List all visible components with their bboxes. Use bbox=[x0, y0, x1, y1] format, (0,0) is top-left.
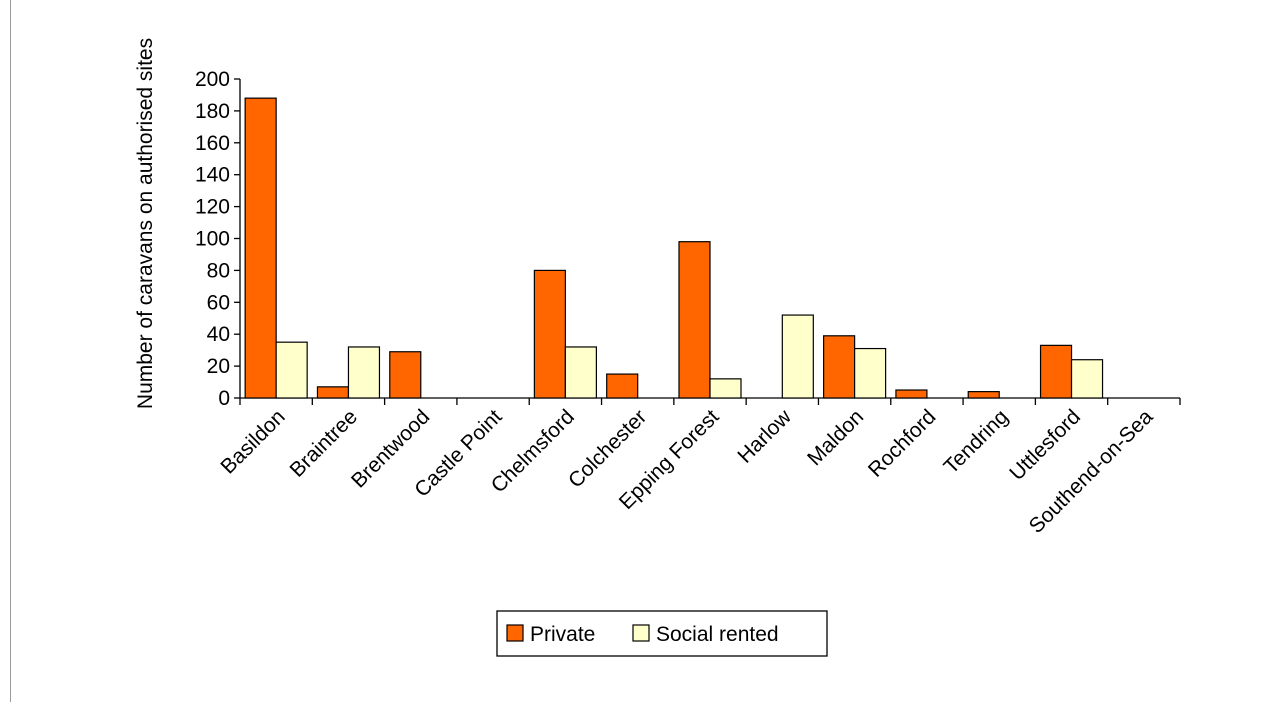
y-tick-label: 0 bbox=[218, 387, 230, 410]
y-tick-label: 40 bbox=[207, 323, 230, 346]
bar-private bbox=[823, 335, 856, 399]
left-border-line bbox=[10, 0, 11, 702]
bar-social-rented bbox=[781, 314, 814, 399]
bar-social-rented bbox=[709, 378, 742, 399]
legend-swatch bbox=[632, 624, 650, 642]
y-tick-label: 20 bbox=[207, 355, 230, 378]
bar-private bbox=[895, 389, 928, 399]
x-tick-label: Southend-on-Sea bbox=[1025, 405, 1158, 538]
y-tick-label: 180 bbox=[195, 100, 230, 123]
bar-private bbox=[533, 269, 566, 399]
bars bbox=[244, 97, 1104, 399]
legend-box bbox=[496, 610, 828, 657]
y-tick-label: 140 bbox=[195, 164, 230, 187]
y-tick-label: 60 bbox=[207, 291, 230, 314]
bar-private bbox=[1039, 344, 1073, 399]
y-tick-label: 120 bbox=[195, 196, 230, 219]
x-tick-label: Maldon bbox=[803, 405, 868, 470]
bar-private bbox=[606, 373, 639, 399]
bar-private bbox=[967, 391, 1000, 399]
y-tick-label: 200 bbox=[195, 68, 230, 91]
x-tick-label: Tendring bbox=[940, 405, 1013, 478]
x-tick-label: Harlow bbox=[733, 405, 796, 468]
y-tick-label: 160 bbox=[195, 132, 230, 155]
legend-label: Private bbox=[530, 623, 595, 646]
x-tick-label: Braintree bbox=[285, 405, 362, 482]
bar-private bbox=[678, 241, 711, 399]
legend-label: Social rented bbox=[656, 623, 779, 646]
bar-private bbox=[389, 351, 422, 399]
bar-social-rented bbox=[1070, 359, 1104, 399]
bar-private bbox=[316, 386, 350, 399]
y-axis: 0 20 40 60 80 100 120 140 160 180 200 bbox=[195, 68, 241, 410]
x-tick-label: Rochford bbox=[864, 405, 941, 482]
legend: Private Social rented bbox=[496, 610, 828, 657]
y-axis-title: Number of caravans on authorised sites bbox=[134, 38, 157, 409]
bar-social-rented bbox=[854, 347, 887, 399]
bar-private bbox=[244, 97, 277, 399]
bar-social-rented bbox=[275, 341, 308, 399]
bar-social-rented bbox=[564, 346, 597, 399]
bar-social-rented bbox=[347, 346, 381, 399]
y-tick-label: 80 bbox=[207, 259, 230, 282]
y-tick-label: 100 bbox=[195, 228, 230, 251]
legend-swatch bbox=[506, 624, 524, 642]
x-tick-label: Basildon bbox=[216, 405, 289, 478]
